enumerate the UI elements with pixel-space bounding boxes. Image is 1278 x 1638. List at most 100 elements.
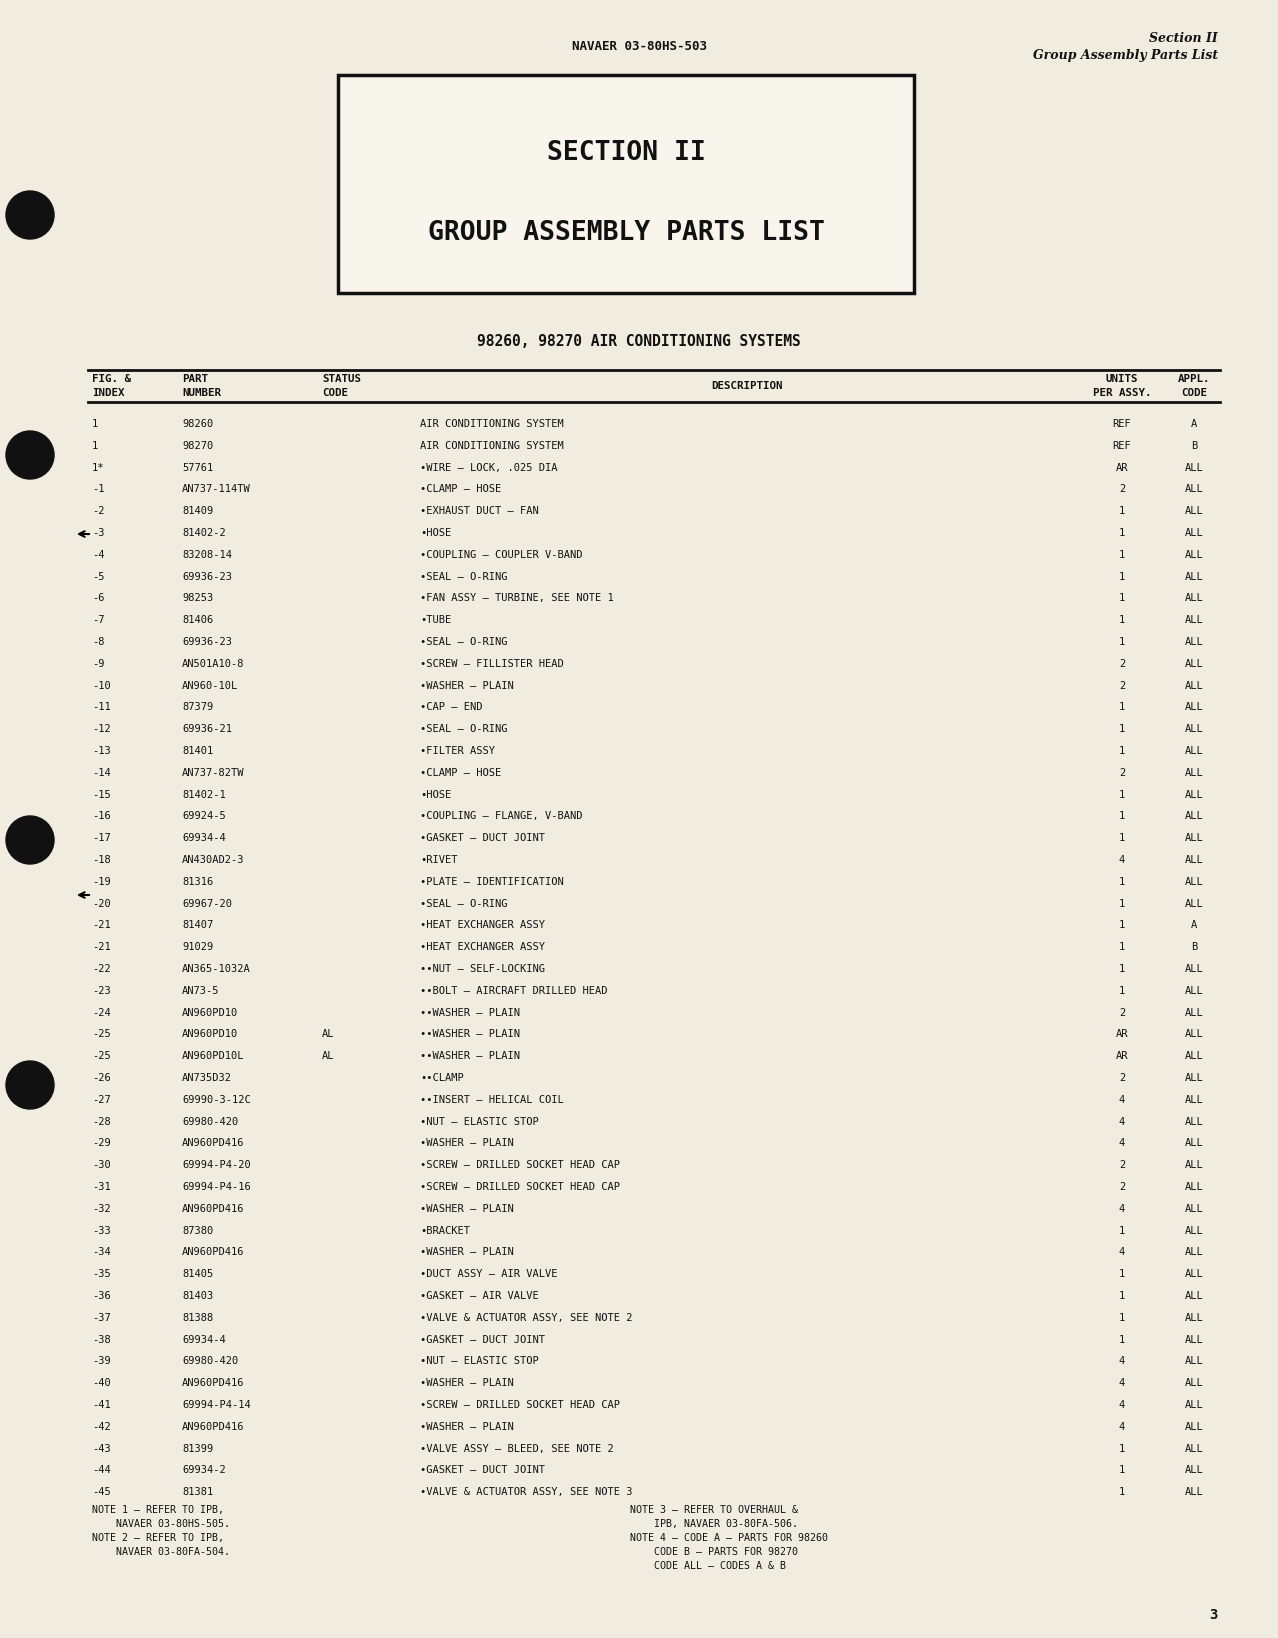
Text: •SCREW – DRILLED SOCKET HEAD CAP: •SCREW – DRILLED SOCKET HEAD CAP [420, 1160, 620, 1170]
Text: -20: -20 [92, 899, 111, 909]
Text: 69990-3-12C: 69990-3-12C [181, 1094, 250, 1104]
Text: ALL: ALL [1185, 811, 1204, 821]
Text: •VALVE & ACTUATOR ASSY, SEE NOTE 3: •VALVE & ACTUATOR ASSY, SEE NOTE 3 [420, 1487, 633, 1497]
Text: 1: 1 [1118, 1312, 1125, 1324]
Text: •EXHAUST DUCT – FAN: •EXHAUST DUCT – FAN [420, 506, 539, 516]
Text: AN960PD416: AN960PD416 [181, 1422, 244, 1432]
Text: 1: 1 [1118, 790, 1125, 799]
Text: 4: 4 [1118, 1204, 1125, 1214]
Text: ALL: ALL [1185, 1466, 1204, 1476]
Text: •WASHER – PLAIN: •WASHER – PLAIN [420, 1248, 514, 1258]
Text: 1: 1 [1118, 921, 1125, 930]
Text: 2: 2 [1118, 681, 1125, 691]
Text: 81406: 81406 [181, 616, 213, 626]
Text: ALL: ALL [1185, 593, 1204, 603]
Text: 4: 4 [1118, 1378, 1125, 1387]
Text: AN737-114TW: AN737-114TW [181, 485, 250, 495]
Text: •SCREW – DRILLED SOCKET HEAD CAP: •SCREW – DRILLED SOCKET HEAD CAP [420, 1400, 620, 1410]
Text: ALL: ALL [1185, 1029, 1204, 1040]
Text: 57761: 57761 [181, 462, 213, 473]
Text: ALL: ALL [1185, 485, 1204, 495]
Text: 1: 1 [1118, 593, 1125, 603]
Text: 1: 1 [92, 419, 98, 429]
Text: ALL: ALL [1185, 965, 1204, 975]
Circle shape [6, 192, 54, 239]
Text: AN960-10L: AN960-10L [181, 681, 238, 691]
Text: ALL: ALL [1185, 527, 1204, 537]
Text: ALL: ALL [1185, 1160, 1204, 1170]
Text: 98253: 98253 [181, 593, 213, 603]
Text: 81405: 81405 [181, 1269, 213, 1279]
Text: •VALVE & ACTUATOR ASSY, SEE NOTE 2: •VALVE & ACTUATOR ASSY, SEE NOTE 2 [420, 1312, 633, 1324]
Text: 2: 2 [1118, 658, 1125, 668]
Text: NAVAER 03-80HS-505.: NAVAER 03-80HS-505. [92, 1518, 230, 1528]
Text: INDEX: INDEX [92, 388, 124, 398]
Text: STATUS: STATUS [322, 373, 360, 383]
Text: ALL: ALL [1185, 1248, 1204, 1258]
Text: NOTE 1 – REFER TO IPB,: NOTE 1 – REFER TO IPB, [92, 1505, 224, 1515]
Text: •GASKET – DUCT JOINT: •GASKET – DUCT JOINT [420, 1335, 544, 1345]
Text: •CAP – END: •CAP – END [420, 703, 483, 713]
Text: 81403: 81403 [181, 1291, 213, 1301]
Text: 87380: 87380 [181, 1225, 213, 1235]
Text: -30: -30 [92, 1160, 111, 1170]
Text: 2: 2 [1118, 1007, 1125, 1017]
Text: •WASHER – PLAIN: •WASHER – PLAIN [420, 1378, 514, 1387]
Text: REF: REF [1113, 441, 1131, 450]
Text: -43: -43 [92, 1443, 111, 1453]
Text: -29: -29 [92, 1138, 111, 1148]
Text: REF: REF [1113, 419, 1131, 429]
Text: AN737-82TW: AN737-82TW [181, 768, 244, 778]
Text: ALL: ALL [1185, 1356, 1204, 1366]
Text: AN960PD416: AN960PD416 [181, 1138, 244, 1148]
Text: •CLAMP – HOSE: •CLAMP – HOSE [420, 768, 501, 778]
Text: -6: -6 [92, 593, 105, 603]
Text: 1: 1 [1118, 550, 1125, 560]
Text: NUMBER: NUMBER [181, 388, 221, 398]
Text: -31: -31 [92, 1183, 111, 1192]
Text: ALL: ALL [1185, 855, 1204, 865]
Text: ALL: ALL [1185, 1073, 1204, 1083]
Text: 81402-2: 81402-2 [181, 527, 226, 537]
Text: 81316: 81316 [181, 876, 213, 886]
Text: AN960PD416: AN960PD416 [181, 1248, 244, 1258]
Text: •HOSE: •HOSE [420, 527, 451, 537]
Text: ALL: ALL [1185, 1378, 1204, 1387]
Text: AN365-1032A: AN365-1032A [181, 965, 250, 975]
Text: 81409: 81409 [181, 506, 213, 516]
Text: AN960PD10: AN960PD10 [181, 1007, 238, 1017]
Text: 98260: 98260 [181, 419, 213, 429]
Text: •SEAL – O-RING: •SEAL – O-RING [420, 572, 507, 581]
Text: -18: -18 [92, 855, 111, 865]
Text: •SCREW – DRILLED SOCKET HEAD CAP: •SCREW – DRILLED SOCKET HEAD CAP [420, 1183, 620, 1192]
Text: -12: -12 [92, 724, 111, 734]
Circle shape [6, 431, 54, 478]
Text: 1: 1 [1118, 986, 1125, 996]
Text: 69924-5: 69924-5 [181, 811, 226, 821]
Text: CODE: CODE [1181, 388, 1206, 398]
Text: ALL: ALL [1185, 637, 1204, 647]
Text: IPB, NAVAER 03-80FA-506.: IPB, NAVAER 03-80FA-506. [630, 1518, 797, 1528]
Text: ALL: ALL [1185, 899, 1204, 909]
Text: ••CLAMP: ••CLAMP [420, 1073, 464, 1083]
Text: 83208-14: 83208-14 [181, 550, 233, 560]
Text: 1: 1 [1118, 876, 1125, 886]
Text: -25: -25 [92, 1029, 111, 1040]
Text: Section II: Section II [1149, 31, 1218, 44]
Text: ALL: ALL [1185, 506, 1204, 516]
Text: NOTE 2 – REFER TO IPB,: NOTE 2 – REFER TO IPB, [92, 1533, 224, 1543]
Text: -39: -39 [92, 1356, 111, 1366]
Text: 81401: 81401 [181, 745, 213, 757]
Text: -5: -5 [92, 572, 105, 581]
Text: ALL: ALL [1185, 1269, 1204, 1279]
Text: ALL: ALL [1185, 1335, 1204, 1345]
Text: AIR CONDITIONING SYSTEM: AIR CONDITIONING SYSTEM [420, 419, 564, 429]
Text: •BRACKET: •BRACKET [420, 1225, 470, 1235]
Circle shape [6, 816, 54, 863]
Text: ALL: ALL [1185, 1052, 1204, 1061]
Text: •GASKET – DUCT JOINT: •GASKET – DUCT JOINT [420, 1466, 544, 1476]
Text: 4: 4 [1118, 1356, 1125, 1366]
Text: ALL: ALL [1185, 703, 1204, 713]
Text: ALL: ALL [1185, 550, 1204, 560]
Text: 1: 1 [1118, 1269, 1125, 1279]
